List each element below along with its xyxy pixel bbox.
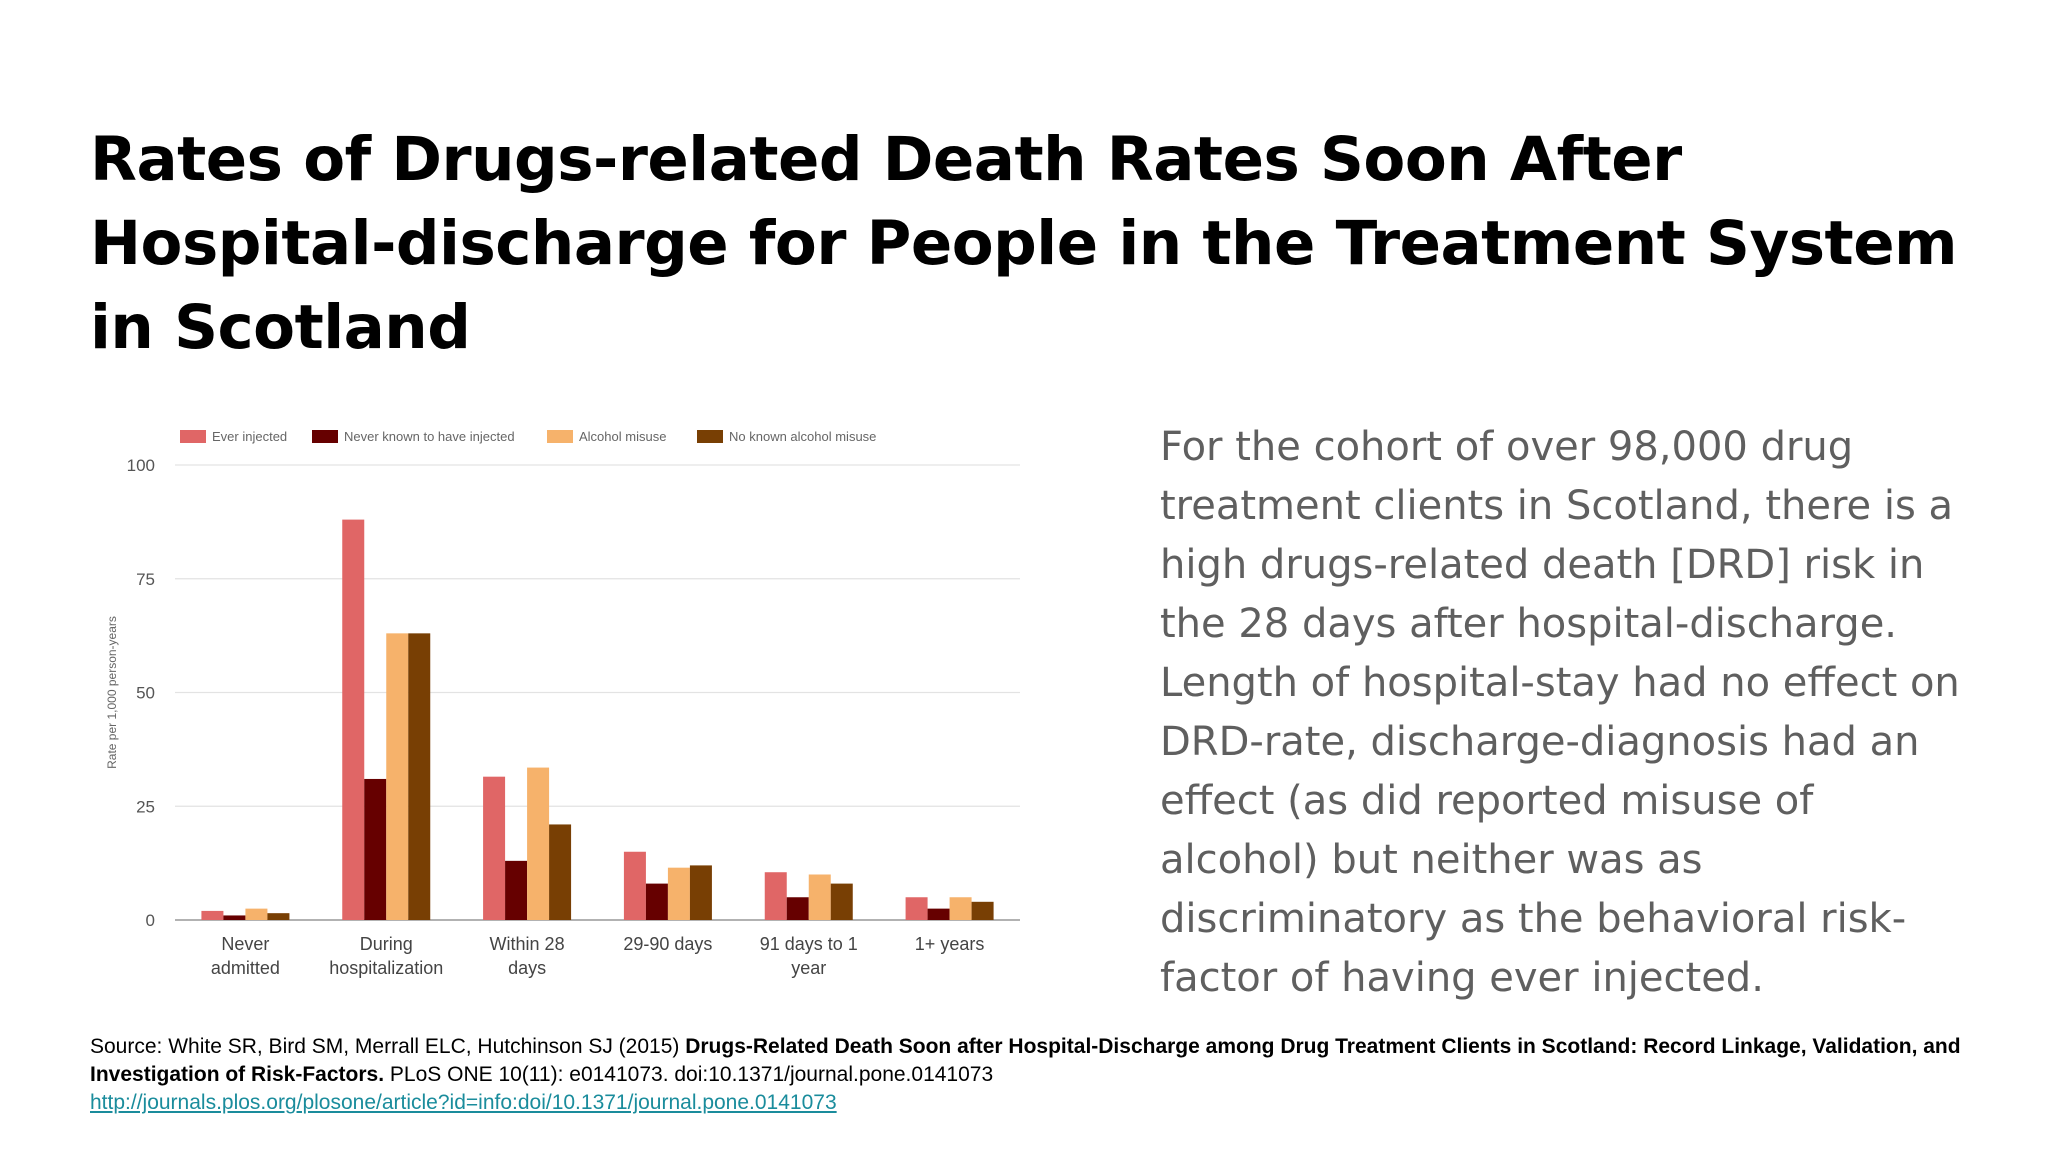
y-axis-label: Rate per 1,000 person-years xyxy=(105,616,119,769)
bar xyxy=(764,872,787,920)
bar xyxy=(386,633,409,920)
legend-label: Never known to have injected xyxy=(344,429,515,444)
bar-chart: 0 25 50 75 100 Rate per 1,000 person-years Eve… xyxy=(90,410,1050,990)
y-tick-label: 100 xyxy=(127,456,155,475)
bar xyxy=(786,897,809,920)
bar xyxy=(645,883,668,920)
y-tick-label: 25 xyxy=(136,797,155,816)
bar xyxy=(927,908,950,920)
legend-label: No known alcohol misuse xyxy=(729,429,876,444)
legend-label: Ever injected xyxy=(212,429,287,444)
legend-swatch xyxy=(312,430,338,443)
legend-label: Alcohol misuse xyxy=(579,429,666,444)
source-prefix: Source: White SR, Bird SM, Merrall ELC, … xyxy=(90,1035,686,1058)
x-tick-label: days xyxy=(508,958,546,978)
chart-svg: 0 25 50 75 100 Rate per 1,000 person-years Eve… xyxy=(105,429,1020,978)
x-tick-label: hospitalization xyxy=(329,958,443,978)
source-citation: Source: White SR, Bird SM, Merrall ELC, … xyxy=(90,1033,1990,1117)
bar xyxy=(689,865,712,920)
x-tick-label: 1+ years xyxy=(915,934,985,954)
bar xyxy=(623,851,646,920)
bar xyxy=(267,913,290,920)
bar xyxy=(527,767,550,920)
bar xyxy=(223,915,246,920)
x-tick-label: admitted xyxy=(211,958,280,978)
body-text: For the cohort of over 98,000 drug treat… xyxy=(1160,424,1960,1001)
bar xyxy=(549,824,572,920)
bar xyxy=(905,897,928,920)
bar xyxy=(971,901,994,920)
bar xyxy=(364,778,387,920)
legend-swatch xyxy=(697,430,723,443)
x-tick-label: Within 28 xyxy=(490,934,565,954)
bar xyxy=(830,883,853,920)
x-tick-label: During xyxy=(360,934,413,954)
bar xyxy=(808,874,831,920)
bar xyxy=(483,776,506,920)
bar xyxy=(245,908,268,920)
source-paper-title: Drugs-Related Death Soon after Hospital-… xyxy=(90,1035,1961,1086)
bar xyxy=(949,897,972,920)
y-tick-label: 0 xyxy=(146,911,155,930)
legend-swatch xyxy=(180,430,206,443)
source-link[interactable]: http://journals.plos.org/plosone/article… xyxy=(90,1091,837,1114)
bar xyxy=(408,633,431,920)
bar xyxy=(505,860,528,920)
x-tick-label: Never xyxy=(221,934,269,954)
y-tick-label: 50 xyxy=(136,684,155,703)
x-tick-label: 91 days to 1 xyxy=(760,934,858,954)
bar xyxy=(342,519,365,920)
source-suffix: PLoS ONE 10(11): e0141073. doi:10.1371/j… xyxy=(384,1063,994,1086)
y-tick-label: 75 xyxy=(136,570,155,589)
bar xyxy=(201,910,224,920)
slide-title: Rates of Drugs-related Death Rates Soon … xyxy=(90,124,1958,363)
legend-swatch xyxy=(547,430,573,443)
x-tick-label: 29-90 days xyxy=(623,934,712,954)
x-tick-label: year xyxy=(791,958,826,978)
bar xyxy=(667,867,690,920)
